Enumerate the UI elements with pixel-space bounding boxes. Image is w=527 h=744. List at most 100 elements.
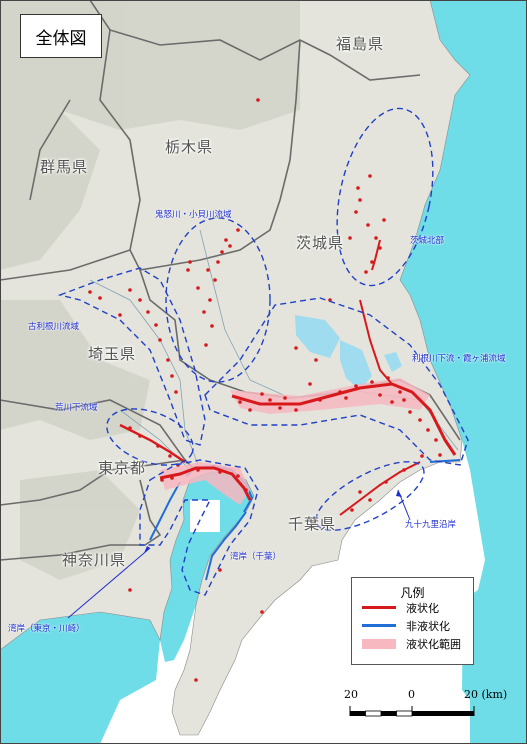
liquefaction-point xyxy=(408,410,412,414)
liquefaction-point xyxy=(194,678,198,682)
liquefaction-point xyxy=(186,268,190,272)
liquefaction-point xyxy=(196,286,200,290)
liquefaction-point xyxy=(344,396,348,400)
liquefaction-point xyxy=(118,313,122,317)
liquefaction-point xyxy=(228,244,232,248)
liquefaction-point xyxy=(220,250,224,254)
pref-label-chiba: 千葉県 xyxy=(288,515,337,533)
liquefaction-point xyxy=(138,434,142,438)
liquefaction-point xyxy=(426,428,430,432)
liquefaction-point xyxy=(368,174,372,178)
liquefaction-point xyxy=(366,223,370,227)
legend-label-non-liquefaction: 非液状化 xyxy=(406,620,450,633)
liquefaction-point xyxy=(156,444,160,448)
liquefaction-point xyxy=(356,186,360,190)
liquefaction-point xyxy=(146,310,150,314)
liquefaction-point xyxy=(418,418,422,422)
legend-swatch-liquefaction-range xyxy=(362,639,396,649)
liquefaction-point xyxy=(128,288,132,292)
liquefaction-point xyxy=(196,468,200,472)
liquefaction-point xyxy=(236,474,240,478)
scale-label-center: 0 xyxy=(408,688,415,701)
liquefaction-point xyxy=(378,246,382,250)
liquefaction-point xyxy=(318,398,322,402)
liquefaction-point xyxy=(283,396,287,400)
liquefaction-point xyxy=(378,393,382,397)
liquefaction-point xyxy=(236,228,240,232)
area-label-arakawa: 荒川下流域 xyxy=(55,403,98,413)
liquefaction-point xyxy=(158,338,162,342)
liquefaction-point xyxy=(160,478,164,482)
liquefaction-point xyxy=(166,358,170,362)
liquefaction-point xyxy=(204,343,208,347)
liquefaction-point xyxy=(188,260,192,264)
liquefaction-point xyxy=(384,480,388,484)
liquefaction-point xyxy=(238,400,242,404)
liquefaction-marks xyxy=(119,239,457,516)
liquefaction-point xyxy=(213,278,217,282)
liquefaction-points xyxy=(88,98,442,682)
pref-boundaries xyxy=(0,0,461,561)
liquefaction-point xyxy=(256,98,260,102)
liquefaction-point xyxy=(420,454,424,458)
liquefaction-point xyxy=(370,260,374,264)
liquefaction-point xyxy=(402,468,406,472)
area-label-kinugawa: 鬼怒川・小貝川流域 xyxy=(155,210,232,220)
sagami-bay xyxy=(0,612,160,744)
liquefaction-point xyxy=(368,498,372,502)
legend-item-non-liquefaction: 非液状化 xyxy=(362,618,472,634)
pref-label-fukushima: 福島県 xyxy=(336,35,385,53)
map-title: 全体図 xyxy=(20,14,102,58)
liquefaction-point xyxy=(268,398,272,402)
liquefaction-point xyxy=(278,406,282,410)
liquefaction-point xyxy=(202,310,206,314)
legend: 凡例 液状化 非液状化 液状化範囲 xyxy=(351,577,474,665)
legend-swatch-non-liquefaction xyxy=(362,624,396,627)
inset-white-box xyxy=(190,500,220,532)
liquefaction-point xyxy=(338,390,342,394)
legend-item-liquefaction-range: 液状化範囲 xyxy=(362,636,472,652)
liquefaction-point xyxy=(170,374,174,378)
liquefaction-point xyxy=(328,298,332,302)
area-label-furutone: 古利根川流域 xyxy=(28,322,80,332)
legend-swatch-liquefaction xyxy=(362,606,396,609)
liquefaction-point xyxy=(438,453,442,457)
liquefaction-point xyxy=(174,390,178,394)
lakes xyxy=(295,315,402,390)
pref-label-kanagawa: 神奈川県 xyxy=(62,551,127,569)
liquefaction-point xyxy=(206,268,210,272)
scale-bar-graphic xyxy=(349,706,475,717)
liquefaction-point xyxy=(402,398,406,402)
area-label-bay-chiba: 湾岸（千葉） xyxy=(230,552,282,562)
liquefaction-point xyxy=(386,376,390,380)
liquefaction-point xyxy=(308,382,312,386)
tokyo-bay xyxy=(160,472,254,662)
scale-label-left: 20 xyxy=(344,688,358,701)
legend-item-liquefaction: 液状化 xyxy=(362,600,472,616)
legend-label-liquefaction: 液状化 xyxy=(406,602,439,615)
liquefaction-point xyxy=(294,346,298,350)
liquefaction-point xyxy=(314,358,318,362)
liquefaction-point xyxy=(216,260,220,264)
liquefaction-point xyxy=(390,400,394,404)
area-outlines xyxy=(57,107,469,596)
liquefaction-point xyxy=(354,384,358,388)
area-label-ibaraki-north: 茨城北部 xyxy=(410,236,445,246)
liquefaction-point xyxy=(208,298,212,302)
pref-label-saitama: 埼玉県 xyxy=(88,345,137,363)
liquefaction-point xyxy=(218,470,222,474)
liquefaction-point xyxy=(358,490,362,494)
liquefaction-point xyxy=(260,392,264,396)
liquefaction-point xyxy=(128,588,132,592)
liquefaction-point xyxy=(138,298,142,302)
liquefaction-point xyxy=(260,610,264,614)
liquefaction-point xyxy=(374,236,378,240)
liquefaction-point xyxy=(248,408,252,412)
liquefaction-point xyxy=(398,390,402,394)
pref-label-tokyo: 東京都 xyxy=(98,459,147,477)
sea-east xyxy=(400,0,527,744)
pref-label-tochigi: 栃木県 xyxy=(165,138,214,156)
pref-label-ibaraki: 茨城県 xyxy=(296,234,345,252)
